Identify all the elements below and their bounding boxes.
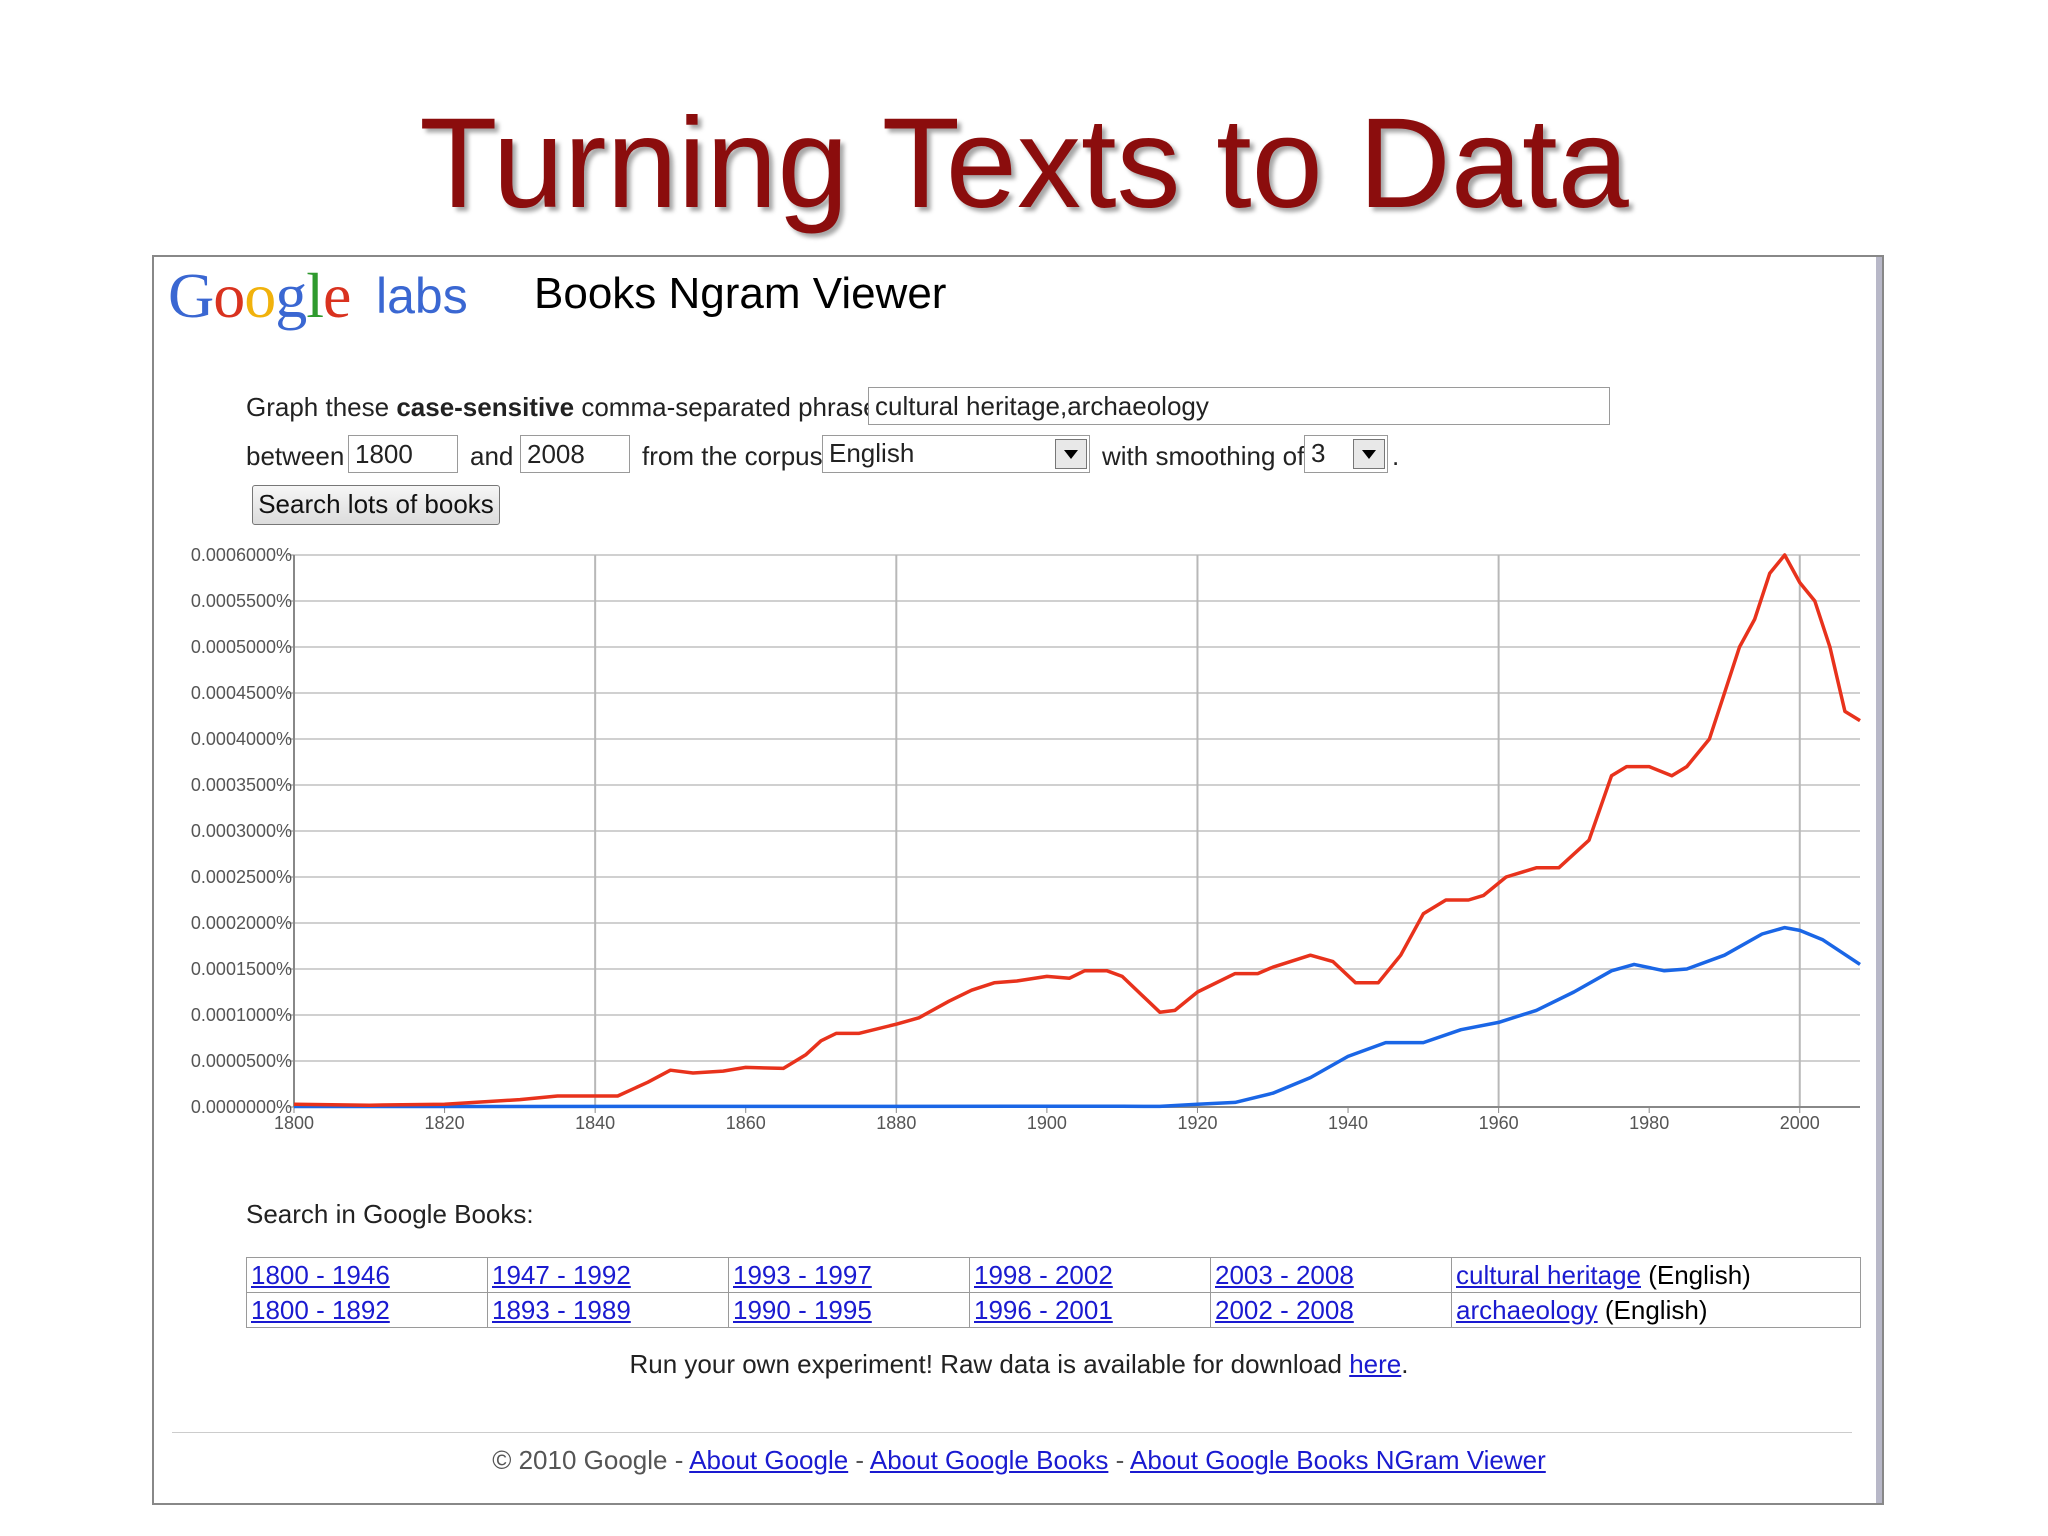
between-label: between <box>246 441 345 471</box>
table-row: 1800 - 1946 1947 - 1992 1993 - 1997 1998… <box>246 1257 1861 1293</box>
about-ngram-viewer-link[interactable]: About Google Books NGram Viewer <box>1130 1445 1546 1475</box>
corpus-label: from the corpus <box>642 441 823 471</box>
corpus-text: (English) <box>1597 1294 1708 1325</box>
x-tick-label: 1820 <box>425 1113 465 1133</box>
range-link[interactable]: 1800 - 1892 <box>251 1294 390 1325</box>
app-title: Books Ngram Viewer <box>534 269 947 318</box>
chevron-down-icon[interactable] <box>1353 439 1385 469</box>
google-logo[interactable]: Google <box>168 260 351 331</box>
y-tick-label: 0.0002500% <box>191 867 292 887</box>
about-google-books-link[interactable]: About Google Books <box>869 1445 1109 1475</box>
series-line-archaeology <box>293 553 1861 1107</box>
phrases-input[interactable]: cultural heritage,archaeology <box>868 387 1610 425</box>
download-here-link[interactable]: here <box>1349 1349 1402 1379</box>
start-year-input[interactable]: 1800 <box>348 435 458 473</box>
raw-data-note: Run your own experiment! Raw data is ava… <box>629 1349 1409 1379</box>
corpus-text: (English) <box>1641 1259 1751 1290</box>
footer: © 2010 Google - About Google - About Goo… <box>492 1445 1546 1475</box>
range-link[interactable]: 1990 - 1995 <box>733 1294 872 1325</box>
phrase-link[interactable]: archaeology <box>1456 1294 1598 1325</box>
y-tick-label: 0.0006000% <box>191 547 292 565</box>
range-link[interactable]: 2003 - 2008 <box>1215 1259 1354 1290</box>
y-tick-label: 0.0003500% <box>191 775 292 795</box>
x-tick-label: 1940 <box>1328 1113 1368 1133</box>
x-tick-label: 1900 <box>1027 1113 1067 1133</box>
smoothing-label: with smoothing of <box>1102 441 1305 471</box>
y-tick-label: 0.0000500% <box>191 1051 292 1071</box>
divider <box>172 1432 1852 1433</box>
range-link[interactable]: 1947 - 1992 <box>492 1259 631 1290</box>
search-links-table: 1800 - 1946 1947 - 1992 1993 - 1997 1998… <box>246 1257 1861 1328</box>
search-in-label: Search in Google Books: <box>246 1199 534 1229</box>
x-tick-label: 1920 <box>1177 1113 1217 1133</box>
x-tick-label: 1800 <box>274 1113 314 1133</box>
y-tick-label: 0.0005500% <box>191 591 292 611</box>
scrollbar[interactable] <box>1876 257 1882 1503</box>
x-tick-label: 1880 <box>876 1113 916 1133</box>
x-tick-label: 1860 <box>726 1113 766 1133</box>
table-row: 1800 - 1892 1893 - 1989 1990 - 1995 1996… <box>246 1292 1861 1328</box>
range-link[interactable]: 1996 - 2001 <box>974 1294 1113 1325</box>
range-link[interactable]: 2002 - 2008 <box>1215 1294 1354 1325</box>
labs-label: labs <box>376 268 468 324</box>
x-tick-label: 1980 <box>1629 1113 1669 1133</box>
chevron-down-icon[interactable] <box>1055 439 1087 469</box>
about-google-link[interactable]: About Google <box>689 1445 849 1475</box>
smoothing-select[interactable]: 3 <box>1304 435 1388 473</box>
y-tick-label: 0.0002000% <box>191 913 292 933</box>
slide-title: Turning Texts to Data <box>419 92 1629 235</box>
period-text: . <box>1392 441 1400 471</box>
range-link[interactable]: 1893 - 1989 <box>492 1294 631 1325</box>
copyright: © 2010 Google - <box>492 1445 690 1475</box>
phrases-label: Graph these case-sensitive comma-separat… <box>246 392 898 422</box>
browser-frame: Google labs Books Ngram Viewer Graph the… <box>152 255 1884 1505</box>
y-tick-label: 0.0004000% <box>191 729 292 749</box>
x-tick-label: 2000 <box>1780 1113 1820 1133</box>
y-tick-label: 0.0005000% <box>191 637 292 657</box>
range-link[interactable]: 1993 - 1997 <box>733 1259 872 1290</box>
x-tick-label: 1840 <box>575 1113 615 1133</box>
range-link[interactable]: 1800 - 1946 <box>251 1259 390 1290</box>
range-link[interactable]: 1998 - 2002 <box>974 1259 1113 1290</box>
y-tick-label: 0.0003000% <box>191 821 292 841</box>
end-year-input[interactable]: 2008 <box>520 435 630 473</box>
phrase-link[interactable]: cultural heritage <box>1456 1259 1641 1290</box>
y-tick-label: 0.0001000% <box>191 1005 292 1025</box>
y-tick-label: 0.0000000% <box>191 1097 292 1117</box>
corpus-select[interactable]: English <box>822 435 1090 473</box>
x-tick-label: 1960 <box>1479 1113 1519 1133</box>
and-label: and <box>470 441 514 471</box>
search-books-button[interactable]: Search lots of books <box>252 485 500 525</box>
y-tick-label: 0.0004500% <box>191 683 292 703</box>
y-tick-label: 0.0001500% <box>191 959 292 979</box>
ngram-chart: 0.0000000% 0.0000500% 0.0001000% 0.0001500%… <box>191 547 1861 1133</box>
series-line-cultural-heritage <box>293 925 1861 1109</box>
